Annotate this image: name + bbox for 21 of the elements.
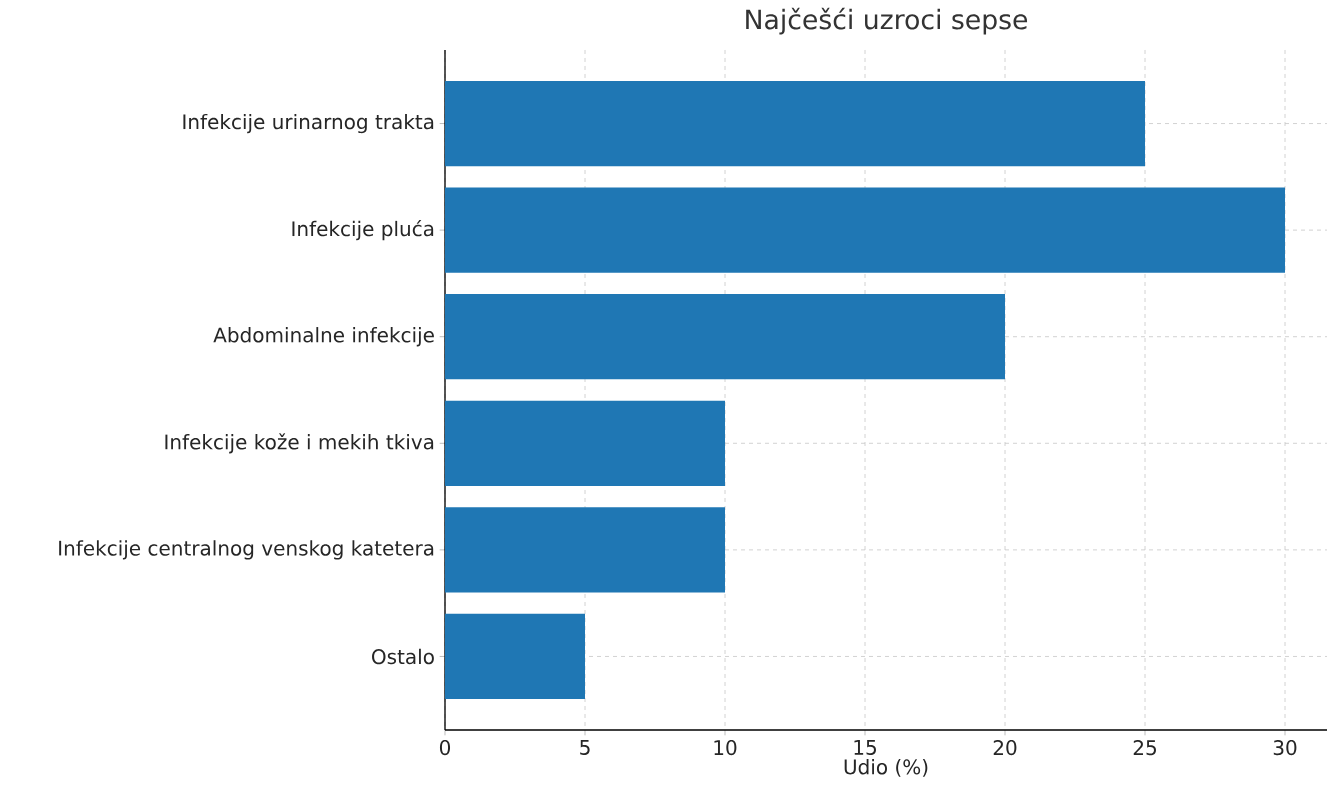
chart-title: Najčešći uzroci sepse [746,7,1028,35]
x-tick-label: 25 [1133,740,1156,756]
x-tick-label: 20 [993,740,1017,756]
y-tick-label: Ostalo [372,648,434,665]
y-tick-label: Infekcije kože i mekih tkiva [165,433,434,454]
bar [445,294,1006,380]
x-tick-label: 5 [580,740,590,755]
y-tick-label: Infekcije pluća [292,220,434,241]
y-tick-label: Infekcije centralnog venskog katetera [59,540,434,560]
x-tick-label: 10 [714,740,737,756]
y-tick-label: Infekcije urinarnog trakta [183,113,434,134]
x-axis-title: Udio (%) [844,759,928,777]
x-tick-label: 15 [854,740,876,755]
bar [445,187,1286,273]
x-tick-label: 30 [1273,740,1297,756]
x-tick-label: 0 [439,740,451,756]
bar [445,80,1146,167]
bar [445,613,585,700]
bar [445,400,725,486]
y-tick-label: Abdominalne infekcije [213,327,434,347]
bar [445,507,725,593]
